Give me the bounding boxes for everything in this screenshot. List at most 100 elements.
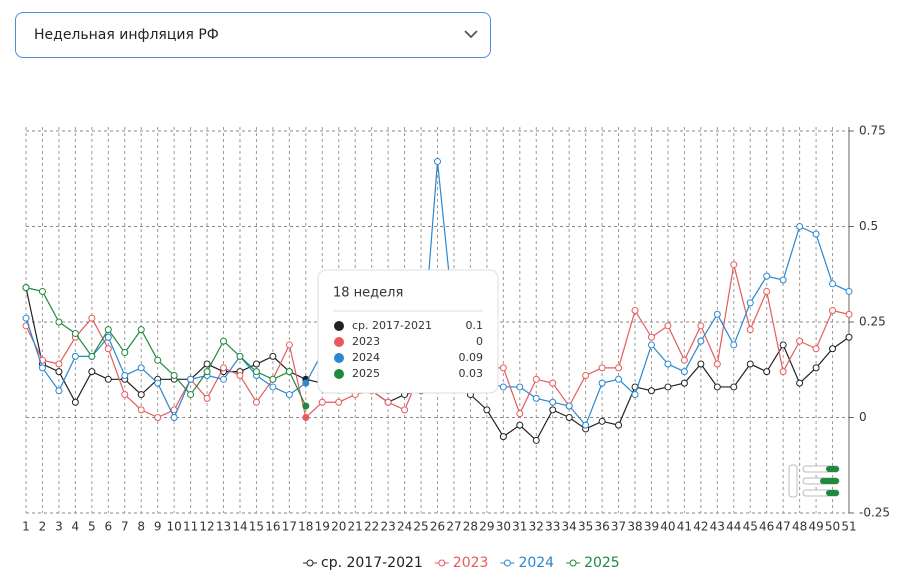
point (713, 360, 721, 368)
point (434, 352, 441, 360)
x-tick-label: 44 (726, 520, 741, 534)
point (763, 272, 771, 280)
point (351, 391, 359, 399)
x-tick-label: 29 (479, 520, 494, 534)
point (170, 414, 178, 421)
x-tick-label: 35 (578, 520, 593, 534)
point (680, 379, 688, 387)
point (154, 379, 162, 387)
zoom-knob (820, 478, 839, 484)
y-tick-label: -0.25 (859, 506, 890, 520)
point (549, 379, 557, 387)
point (401, 379, 409, 387)
x-tick-label: 30 (496, 520, 511, 534)
x-tick-label: 11 (183, 520, 198, 534)
legend-label: 2023 (453, 555, 489, 571)
point (730, 341, 738, 349)
point (187, 375, 195, 383)
point (829, 345, 837, 353)
zoom-track (802, 465, 840, 473)
point (55, 360, 63, 368)
point (450, 318, 458, 326)
point (220, 375, 228, 383)
point (466, 352, 474, 360)
tooltip: 18 неделя ср. 2017-2021 0.1 2023 0 2024 0.09 20… (317, 269, 499, 394)
x-tick-label: 7 (121, 520, 129, 534)
point (285, 368, 293, 376)
x-tick-label: 6 (104, 520, 112, 534)
point (285, 341, 293, 349)
point (220, 337, 228, 345)
x-tick-label: 48 (792, 520, 807, 534)
x-tick-label: 19 (315, 520, 330, 534)
point (335, 383, 343, 391)
point (384, 387, 392, 395)
point (384, 398, 392, 406)
point (763, 368, 771, 376)
point (779, 276, 787, 284)
x-tick-label: 36 (594, 520, 609, 534)
x-tick-label: 45 (743, 520, 758, 534)
point (302, 375, 310, 383)
point (565, 414, 573, 421)
point (499, 383, 507, 391)
x-tick-label: 4 (72, 520, 80, 534)
point (746, 299, 754, 307)
x-tick-label: 28 (463, 520, 478, 534)
tooltip-name: 2023 (352, 335, 380, 348)
point (549, 398, 557, 406)
point (796, 337, 804, 345)
point (631, 383, 639, 391)
dropdown[interactable]: Недельная инфляция РФ (15, 12, 491, 58)
point (38, 356, 46, 364)
point (779, 341, 787, 349)
x-tick-label: 33 (545, 520, 560, 534)
point (631, 307, 639, 315)
point (187, 391, 195, 399)
point (104, 326, 112, 334)
tooltip-dot (334, 337, 344, 347)
point (746, 326, 754, 334)
x-tick-label: 24 (397, 520, 412, 534)
tooltip-dot (334, 321, 344, 331)
point (450, 383, 458, 391)
point (582, 421, 590, 429)
x-tick-label: 42 (693, 520, 708, 534)
zoom-track (802, 477, 840, 485)
point (796, 379, 804, 387)
legend-marker (503, 559, 511, 567)
x-tick-label: 31 (512, 520, 527, 534)
point (647, 341, 655, 349)
legend-marker (306, 559, 314, 567)
series-line (25, 161, 850, 427)
point (697, 322, 705, 330)
point (318, 349, 326, 357)
tooltip-value: 0.03 (459, 367, 484, 380)
tooltip-title: 18 неделя (333, 286, 403, 301)
point (269, 375, 277, 383)
point (203, 394, 211, 402)
point (417, 368, 425, 376)
point (516, 410, 524, 418)
zoom-knob (826, 466, 839, 472)
point (335, 364, 343, 372)
tooltip-value: 0 (476, 335, 483, 348)
tooltip-dot (334, 353, 344, 363)
point (615, 421, 623, 429)
point (779, 368, 787, 376)
point (285, 368, 293, 376)
tooltip-value: 0.09 (459, 351, 484, 364)
point (713, 310, 721, 318)
x-tick-label: 37 (611, 520, 626, 534)
point (104, 345, 112, 353)
zoom-control (788, 464, 840, 498)
point (269, 383, 277, 391)
series-line (25, 287, 850, 442)
point (302, 379, 310, 387)
point (483, 379, 491, 387)
x-tick-label: 49 (808, 520, 823, 534)
point (285, 391, 293, 399)
point (269, 375, 277, 383)
point (598, 417, 606, 425)
